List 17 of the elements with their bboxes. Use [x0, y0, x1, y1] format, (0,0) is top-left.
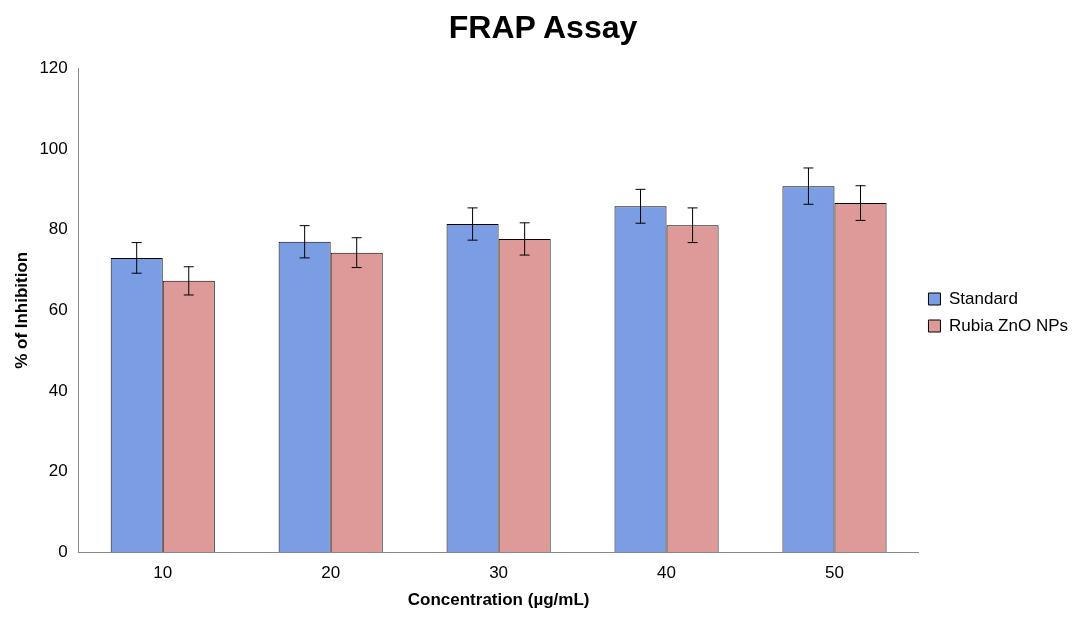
legend-label: Rubia ZnO NPs: [948, 315, 1069, 335]
y-tick-label: 20: [48, 461, 68, 481]
y-tick-label: 60: [48, 299, 68, 319]
x-tick-label: 30: [489, 563, 509, 583]
y-tick-label: 80: [48, 219, 68, 239]
x-axis-title: Concentration (µg/mL): [407, 590, 590, 610]
y-tick-label: 100: [39, 138, 68, 158]
x-tick-label: 40: [657, 563, 677, 583]
y-tick-label: 0: [58, 541, 68, 561]
x-tick-label: 50: [825, 563, 844, 583]
legend-label: Standard: [948, 288, 1018, 308]
y-tick-label: 120: [39, 58, 68, 78]
chart-title: FRAP Assay: [448, 9, 638, 46]
x-tick-label: 20: [321, 563, 341, 583]
y-axis-title: % of Inhibition: [11, 251, 31, 369]
x-tick-label: 10: [153, 563, 173, 583]
y-tick-label: 40: [48, 380, 68, 400]
